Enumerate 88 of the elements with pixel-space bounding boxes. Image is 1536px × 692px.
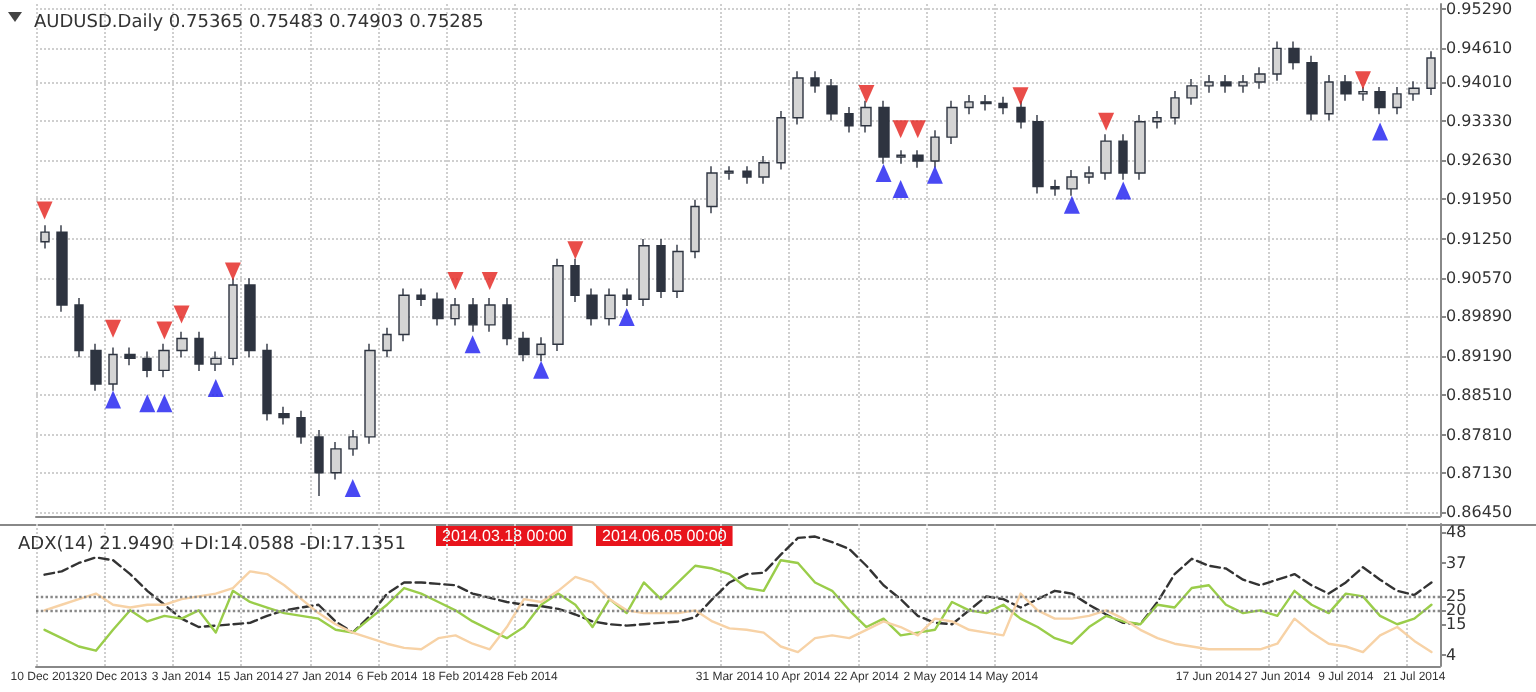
text: AUDUSD.Daily 0.75365 0.75483 0.74903 0.75285 bbox=[34, 13, 484, 33]
point bbox=[105, 319, 122, 338]
candlestick bbox=[742, 165, 752, 185]
y-tick-label: 4 bbox=[1446, 645, 1457, 664]
y-tick-label: 0.95290 bbox=[1446, 0, 1513, 19]
y-tick-label: 0.91950 bbox=[1446, 190, 1513, 209]
point bbox=[447, 272, 464, 291]
point bbox=[1012, 87, 1029, 106]
candlestick bbox=[810, 70, 820, 94]
y-tick-label: 0.91250 bbox=[1446, 229, 1513, 248]
candlestick bbox=[416, 287, 426, 307]
point bbox=[1115, 181, 1132, 200]
point bbox=[173, 305, 190, 324]
point bbox=[567, 241, 584, 260]
candlestick bbox=[74, 297, 84, 358]
candlestick bbox=[1374, 86, 1386, 116]
candlestick bbox=[656, 238, 666, 299]
text: ADX(14) 21.9490 +DI:14.0588 -DI:17.1351 bbox=[18, 535, 406, 555]
candlestick bbox=[1340, 74, 1352, 102]
point bbox=[1098, 112, 1115, 131]
candlestick bbox=[244, 277, 256, 358]
candlestick bbox=[826, 78, 838, 122]
candlestick bbox=[90, 342, 102, 392]
candlestick bbox=[518, 330, 530, 362]
y-tick-label: 0.93330 bbox=[1446, 111, 1513, 130]
y-tick-label: 0.87130 bbox=[1446, 464, 1513, 483]
point bbox=[1372, 122, 1389, 141]
annotation: 2014.06.05 00:00 bbox=[602, 527, 728, 545]
point bbox=[139, 394, 156, 413]
y-tick-label: 0.90570 bbox=[1446, 268, 1513, 287]
y-tick-label: 0.94010 bbox=[1446, 72, 1513, 91]
point bbox=[105, 390, 122, 409]
y-tick-label: 25 bbox=[1446, 587, 1467, 606]
y-tick-label: 0.89890 bbox=[1446, 307, 1513, 326]
annotation: 2014.03.18 00:00 bbox=[442, 527, 568, 545]
point bbox=[618, 307, 635, 326]
y-tick-label: 15 bbox=[1446, 615, 1467, 634]
point bbox=[1354, 71, 1371, 90]
y-tick-label: 0.87810 bbox=[1446, 425, 1513, 444]
candlestick bbox=[964, 94, 974, 116]
point bbox=[207, 379, 224, 397]
candlestick bbox=[296, 410, 306, 445]
candlestick bbox=[622, 287, 632, 307]
candlestick bbox=[314, 429, 324, 497]
point bbox=[858, 84, 875, 103]
y-tick-label: 0.92630 bbox=[1446, 151, 1513, 170]
y-tick-label: 48 bbox=[1446, 523, 1467, 542]
point bbox=[344, 479, 361, 498]
y-tick-label: 37 bbox=[1446, 553, 1467, 572]
candlestick bbox=[468, 297, 478, 333]
candlestick bbox=[912, 149, 924, 169]
candlestick bbox=[1050, 179, 1060, 197]
candlestick bbox=[1118, 133, 1128, 181]
point bbox=[892, 120, 909, 139]
y-tick-label: 0.89190 bbox=[1446, 347, 1513, 366]
y-tick-label: 20 bbox=[1446, 601, 1467, 620]
candlestick bbox=[142, 350, 152, 378]
point bbox=[224, 262, 241, 281]
candlestick bbox=[980, 94, 992, 112]
candlestick bbox=[432, 291, 444, 327]
candlestick bbox=[586, 287, 598, 327]
candlestick bbox=[1288, 40, 1300, 71]
candlestick bbox=[262, 342, 272, 422]
candlestick bbox=[502, 297, 512, 347]
candlestick bbox=[998, 96, 1008, 116]
point bbox=[909, 120, 926, 139]
candlestick bbox=[1032, 114, 1044, 195]
point bbox=[481, 272, 498, 291]
candlestick bbox=[1306, 55, 1318, 122]
candlestick bbox=[278, 406, 290, 426]
candlestick bbox=[56, 224, 68, 313]
point bbox=[36, 201, 53, 220]
candlestick bbox=[1220, 74, 1232, 94]
point bbox=[533, 360, 550, 379]
candlestick bbox=[1084, 165, 1094, 185]
y-tick-label: 0.94610 bbox=[1446, 38, 1513, 57]
candlestick bbox=[194, 330, 204, 372]
y-tick-label: 0.86450 bbox=[1446, 503, 1513, 522]
point bbox=[464, 335, 481, 354]
candlestick bbox=[844, 106, 854, 134]
point bbox=[156, 321, 173, 340]
point bbox=[156, 394, 173, 413]
candlestick bbox=[124, 346, 136, 366]
point bbox=[1063, 195, 1080, 214]
point bbox=[892, 179, 909, 198]
point bbox=[875, 163, 892, 182]
point bbox=[926, 165, 943, 184]
y-tick-label: 0.88510 bbox=[1446, 385, 1513, 404]
